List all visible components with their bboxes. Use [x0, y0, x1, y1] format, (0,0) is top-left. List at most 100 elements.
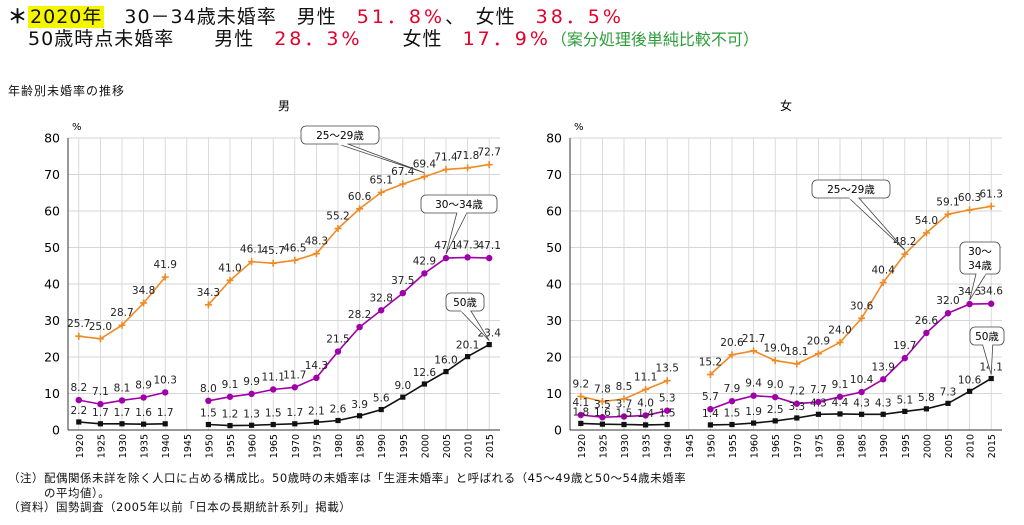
x-tick-label: 1990 [879, 434, 890, 458]
comparison-note: （案分処理後単純比較不可） [550, 30, 759, 49]
x-tick-label: 1955 [226, 434, 237, 458]
data-label-s30: 9.1 [832, 379, 849, 391]
data-point-s50 [205, 421, 211, 428]
data-point-s30 [944, 310, 952, 317]
data-label-s50: 10.6 [958, 374, 982, 386]
data-label-s50: 1.5 [659, 408, 676, 420]
data-label-s25: 19.0 [764, 343, 787, 355]
header-line-2: 50歳時点未婚率 男性 28．3% 女性 17．9%（案分処理後単純比較不可） [8, 24, 759, 51]
data-point-s25 [620, 395, 628, 403]
data-label-s50: 9.0 [394, 380, 411, 392]
data-label-s50: 1.9 [745, 406, 762, 418]
data-point-s25 [291, 256, 299, 264]
data-label-s30: 8.9 [135, 380, 152, 392]
data-label-s50: 1.5 [616, 408, 633, 420]
data-point-s50 [815, 411, 821, 417]
data-point-s30 [97, 400, 104, 408]
data-label-s30: 47.3 [456, 239, 479, 251]
data-point-s50 [751, 420, 757, 426]
data-label-s30: 42.9 [413, 255, 436, 267]
data-label-s30: 8.1 [114, 382, 131, 394]
data-label-s25: 25.7 [67, 318, 90, 330]
data-label-s50: 4.3 [853, 397, 870, 409]
data-point-s30 [880, 376, 887, 383]
data-point-s25 [75, 332, 83, 340]
y-unit-label: % [574, 122, 584, 133]
data-label-s50: 1.4 [637, 408, 654, 420]
data-label-s30: 47.1 [478, 240, 501, 252]
notes: （注）配偶関係未詳を除く人口に占める構成比。50歳時の未婚率は「生涯未婚率」と呼… [8, 471, 686, 515]
y-tick-label: 0 [52, 423, 60, 438]
y-tick-label: 60 [546, 204, 562, 219]
data-label-s30: 21.5 [326, 334, 349, 346]
data-label-s50: 1.6 [594, 407, 611, 419]
data-label-s50: 1.3 [243, 408, 260, 420]
data-label-s25: 34.3 [197, 287, 220, 299]
data-point-s30 [923, 329, 930, 337]
data-label-s25: 41.9 [154, 259, 177, 271]
data-point-s30 [642, 412, 649, 419]
data-label-s25: 25.0 [89, 321, 112, 333]
data-point-s30 [966, 300, 973, 308]
data-label-s25: 24.0 [828, 324, 851, 336]
data-point-s50 [270, 421, 276, 428]
data-label-s30: 9.9 [243, 376, 260, 388]
callout-pointer [460, 310, 490, 341]
x-tick-label: 1920 [577, 434, 588, 458]
data-point-s30 [599, 414, 606, 421]
data-point-s30 [378, 307, 385, 314]
callout-pointer [445, 212, 468, 255]
data-point-s50 [902, 408, 908, 414]
data-point-s30 [772, 393, 779, 401]
callout-join [338, 142, 348, 146]
data-label-s50: 4.4 [832, 397, 849, 409]
data-point-s25 [858, 314, 866, 322]
data-point-s25 [248, 258, 256, 266]
callout-join [983, 343, 993, 347]
data-point-s25 [442, 165, 450, 173]
data-point-s50 [227, 423, 233, 429]
data-label-s25: 34.8 [132, 285, 155, 297]
data-point-s25 [598, 398, 606, 406]
data-point-s25 [377, 188, 385, 196]
data-point-s30 [270, 386, 277, 393]
data-point-s50 [945, 400, 951, 406]
data-label-s30: 4.0 [637, 397, 654, 409]
data-point-s50 [967, 388, 973, 394]
data-label-s25: 72.7 [478, 147, 501, 159]
data-point-s30 [356, 323, 363, 331]
data-point-s50 [421, 381, 427, 387]
data-point-s50 [357, 413, 363, 419]
callout-join [461, 309, 471, 313]
y-tick-label: 30 [546, 313, 562, 328]
data-label-s50: 7.3 [940, 386, 957, 398]
callout-label: 25～29歳 [316, 130, 364, 142]
data-point-s25 [334, 225, 342, 233]
data-point-s25 [269, 259, 277, 267]
header-1-label: 30－34歳未婚率 男性 [104, 6, 337, 28]
data-point-s25 [356, 205, 364, 213]
data-label-s25: 46.5 [283, 242, 306, 254]
data-point-s50 [988, 375, 994, 382]
asterisk: ＊ [8, 6, 29, 28]
data-label-s30: 10.4 [850, 374, 874, 386]
data-label-s30: 9.4 [745, 378, 762, 390]
data-point-s25 [161, 273, 169, 281]
data-label-s25: 18.1 [785, 346, 808, 358]
y-tick-label: 50 [44, 240, 60, 255]
x-tick-label: 1980 [334, 434, 345, 458]
data-label-s30: 47.1 [434, 240, 457, 252]
data-label-s25: 55.2 [326, 211, 349, 223]
data-label-s30: 14.3 [305, 360, 328, 372]
callout-label: 25～29歳 [827, 184, 875, 196]
data-point-s50 [378, 406, 384, 413]
figure-title: 年齢別未婚率の推移 [8, 84, 126, 98]
data-label-s50: 1.7 [92, 407, 109, 419]
data-point-s50 [599, 421, 605, 427]
data-point-s30 [728, 397, 736, 405]
data-label-s25: 20.6 [720, 337, 744, 349]
data-point-s30 [815, 398, 822, 406]
data-label-s50: 1.7 [157, 407, 174, 419]
data-point-s30 [750, 392, 757, 399]
data-label-s25: 13.5 [656, 363, 679, 375]
